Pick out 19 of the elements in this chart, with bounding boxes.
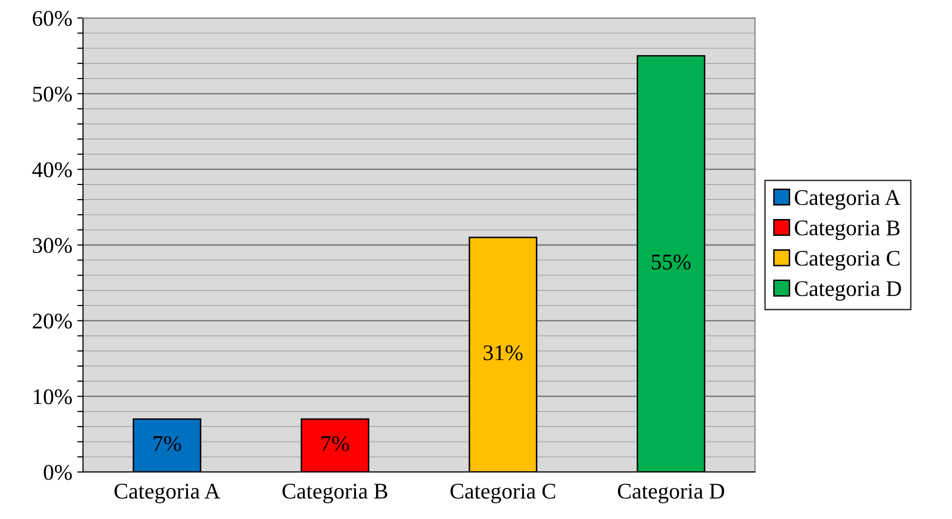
data-label: 31% <box>484 345 523 360</box>
data-label: 55% <box>652 254 691 270</box>
y-tick-label: 30% <box>32 238 72 253</box>
legend-label: Categoria B <box>794 220 900 240</box>
y-tick-label: 60% <box>32 10 72 26</box>
y-tick-label: 0% <box>44 464 72 480</box>
x-tick-label: Categoria B <box>282 484 388 504</box>
x-tick-label: Categoria A <box>114 484 220 504</box>
legend-label: Categoria A <box>794 190 901 210</box>
data-label: 7% <box>322 436 350 452</box>
data-label: 7% <box>154 436 182 452</box>
y-tick-label: 40% <box>32 162 72 178</box>
y-tick-label: 50% <box>33 86 72 102</box>
legend-label: Categoria C <box>794 250 900 270</box>
x-tick-label: Categoria D <box>618 484 724 504</box>
y-tick-label: 10% <box>34 389 72 404</box>
x-tick-label: Categoria C <box>450 484 556 504</box>
y-tick-label: 20% <box>32 314 72 329</box>
legend-label: Categoria D <box>794 281 902 301</box>
